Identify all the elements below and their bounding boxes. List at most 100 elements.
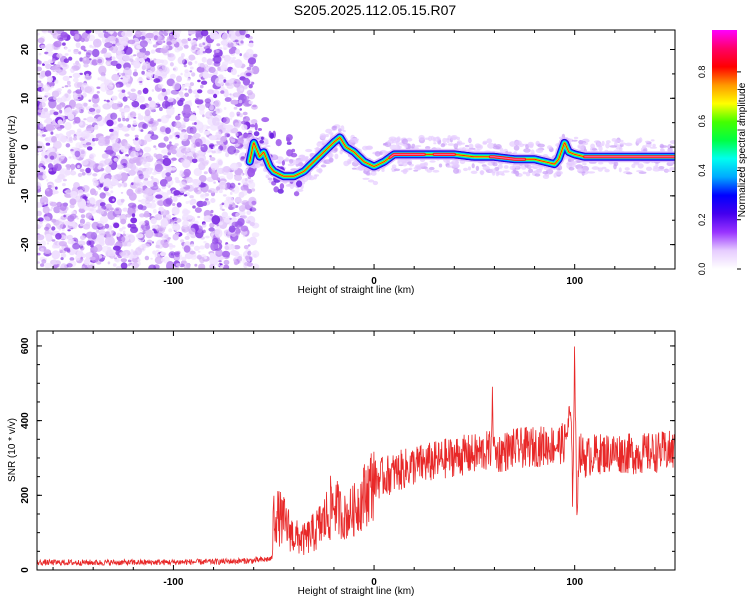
noise-speck [218, 260, 222, 263]
noise-speck [242, 77, 251, 86]
noise-speck [211, 150, 216, 154]
noise-speck [206, 215, 212, 219]
x-tick-label: 0 [371, 577, 377, 588]
noise-speck [136, 51, 146, 59]
noise-speck [251, 232, 260, 238]
noise-speck [193, 133, 201, 139]
noise-speck [143, 220, 150, 227]
noise-speck [68, 137, 73, 142]
noise-speck [204, 98, 211, 104]
y-tick-label: -20 [20, 237, 31, 252]
noise-speck [122, 207, 128, 212]
noise-speck [105, 203, 112, 209]
ridge-halo-speck [453, 168, 460, 174]
noise-speck [223, 47, 227, 51]
noise-speck [125, 118, 130, 122]
noise-speck [111, 103, 120, 110]
noise-speck [218, 189, 223, 194]
ridge-halo-speck [624, 167, 630, 171]
noise-speck [247, 250, 252, 256]
noise-speck [144, 50, 151, 56]
noise-speck [198, 263, 206, 269]
noise-speck [41, 30, 49, 34]
noise-speck [78, 144, 84, 149]
noise-speck [77, 96, 81, 100]
noise-speck [197, 79, 201, 83]
ridge-halo-speck [652, 167, 661, 172]
noise-speck [39, 166, 44, 173]
noise-speck [44, 202, 47, 204]
noise-speck [47, 163, 54, 169]
noise-speck [99, 75, 107, 82]
noise-speck [125, 80, 129, 84]
noise-speck [209, 124, 218, 131]
noise-speck [83, 259, 90, 266]
noise-speck [98, 136, 105, 143]
noise-speck [135, 145, 141, 152]
ridge-halo-speck [598, 145, 603, 152]
noise-speck [241, 200, 250, 206]
ridge-halo-speck [362, 177, 370, 180]
noise-speck [61, 245, 66, 249]
noise-speck [130, 217, 138, 224]
noise-speck [69, 198, 77, 206]
noise-speck [43, 249, 51, 254]
ridge-onset-blob [290, 152, 298, 158]
noise-speck [230, 127, 239, 134]
ridge-halo-speck [611, 138, 617, 142]
ridge-halo-speck [582, 162, 587, 166]
noise-speck [223, 217, 232, 225]
noise-speck [104, 180, 113, 189]
noise-speck [111, 143, 117, 148]
ridge-halo-speck [408, 167, 413, 171]
noise-speck [56, 53, 63, 58]
noise-speck [157, 83, 164, 89]
noise-speck [235, 132, 239, 137]
noise-speck [249, 207, 257, 212]
noise-speck [127, 259, 132, 263]
noise-speck [197, 250, 201, 253]
noise-speck [62, 42, 66, 46]
noise-speck [151, 89, 155, 92]
colorbar-tick-label: 0.0 [697, 263, 707, 276]
noise-speck [63, 214, 66, 218]
noise-speck [50, 155, 55, 160]
noise-speck [193, 167, 202, 177]
noise-speck [90, 126, 96, 130]
noise-speck [37, 217, 44, 222]
noise-speck [147, 239, 153, 243]
noise-speck [107, 228, 112, 232]
ridge-halo-speck [525, 171, 531, 177]
ridge-halo-speck [475, 144, 483, 151]
noise-speck [107, 261, 111, 265]
snr-x-ticks: -100 0 100 [52, 331, 656, 588]
ridge-halo-speck [401, 161, 408, 167]
ridge-halo-speck [577, 167, 584, 173]
noise-speck [236, 111, 241, 116]
noise-speck [226, 41, 234, 48]
ridge-halo-speck [578, 140, 584, 145]
noise-speck [112, 245, 121, 251]
noise-speck [66, 234, 73, 241]
ridge-halo-speck [285, 184, 291, 187]
ridge-halo-speck [487, 142, 495, 149]
noise-speck [133, 54, 137, 57]
noise-speck [131, 213, 136, 218]
snr-panel: -100 0 100 0 200 400 600 Height of straight l… [7, 330, 676, 597]
noise-speck [251, 81, 255, 85]
noise-speck [238, 210, 246, 216]
noise-speck [139, 80, 143, 84]
ridge-halo-speck [267, 177, 273, 181]
noise-speck [118, 36, 127, 45]
ridge-halo-speck [604, 168, 610, 173]
noise-speck [90, 207, 97, 214]
noise-speck [252, 104, 257, 108]
noise-speck [188, 114, 197, 122]
noise-speck [53, 206, 61, 214]
noise-speck [43, 61, 49, 65]
noise-speck [155, 153, 164, 160]
noise-speck [169, 141, 172, 145]
noise-speck [62, 75, 70, 81]
noise-speck [196, 105, 200, 108]
noise-speck [160, 258, 165, 262]
